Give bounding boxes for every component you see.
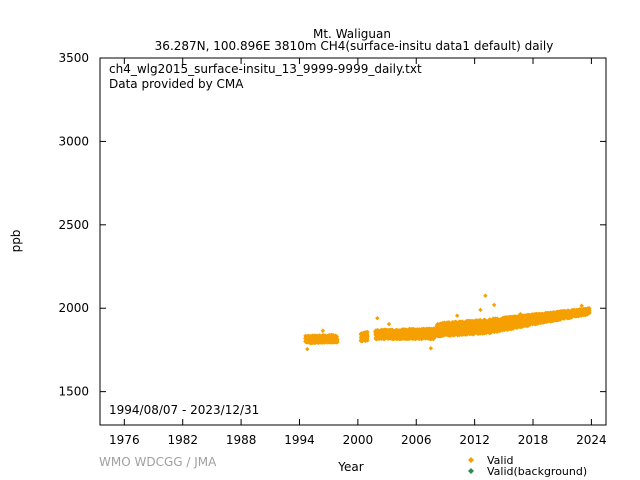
data-point-outlier [579, 303, 584, 308]
y-tick-label: 2500 [58, 218, 89, 232]
y-tick-label: 3000 [58, 134, 89, 148]
x-tick-label: 1976 [109, 433, 140, 447]
chart-subtitle: 36.287N, 100.896E 3810m CH4(surface-insi… [155, 39, 554, 53]
x-axis-label: Year [337, 460, 363, 474]
y-tick-label: 1500 [58, 385, 89, 399]
data-point [587, 306, 592, 311]
legend-marker-valid-background [468, 468, 474, 474]
data-point-outlier [305, 346, 310, 352]
x-tick-label: 2012 [459, 433, 490, 447]
data-point-outlier [320, 328, 326, 333]
data-point-outlier [454, 313, 460, 318]
y-axis-ticks: 1500 2000 2500 3000 3500 [58, 51, 606, 399]
legend-marker-valid [468, 457, 474, 463]
x-tick-label: 2024 [576, 433, 607, 447]
x-tick-label: 2006 [401, 433, 432, 447]
y-tick-label: 2000 [58, 301, 89, 315]
x-tick-label: 2000 [343, 433, 374, 447]
data-point [335, 337, 340, 342]
date-range-label: 1994/08/07 - 2023/12/31 [109, 403, 259, 417]
data-point-outlier [491, 302, 497, 308]
provider-label: Data provided by CMA [109, 77, 244, 91]
x-tick-label: 1988 [226, 433, 257, 447]
data-point [335, 339, 340, 345]
data-point-outlier [478, 307, 483, 313]
x-tick-label: 2018 [518, 433, 549, 447]
legend: Valid Valid(background) [468, 454, 587, 478]
data-point [365, 338, 370, 343]
data-points [303, 293, 592, 352]
credit-label: WMO WDCGG / JMA [99, 455, 217, 469]
data-point [365, 333, 370, 339]
data-point-outlier [428, 346, 434, 351]
data-point [533, 322, 538, 327]
data-point [524, 317, 530, 322]
x-tick-label: 1994 [284, 433, 315, 447]
data-point [587, 310, 592, 316]
y-tick-label: 3500 [58, 51, 89, 65]
data-point [365, 329, 370, 335]
plot-frame [99, 57, 607, 426]
x-tick-label: 1982 [167, 433, 198, 447]
data-point-outlier [386, 321, 392, 327]
x-axis-ticks: 1976 1982 1988 1994 2000 2006 2012 2018 2024 [109, 58, 607, 447]
legend-label-valid-background: Valid(background) [487, 465, 587, 478]
data-point [518, 320, 524, 325]
data-point-outlier [375, 316, 380, 321]
chart-title: Mt. Waliguan [313, 27, 391, 41]
file-name-label: ch4_wlg2015_surface-insitu_13_9999-9999_… [109, 62, 422, 76]
legend-label-valid: Valid [487, 454, 514, 467]
y-axis-label: ppb [9, 230, 23, 253]
data-point-outlier [483, 293, 488, 298]
data-point-outlier [518, 311, 523, 317]
